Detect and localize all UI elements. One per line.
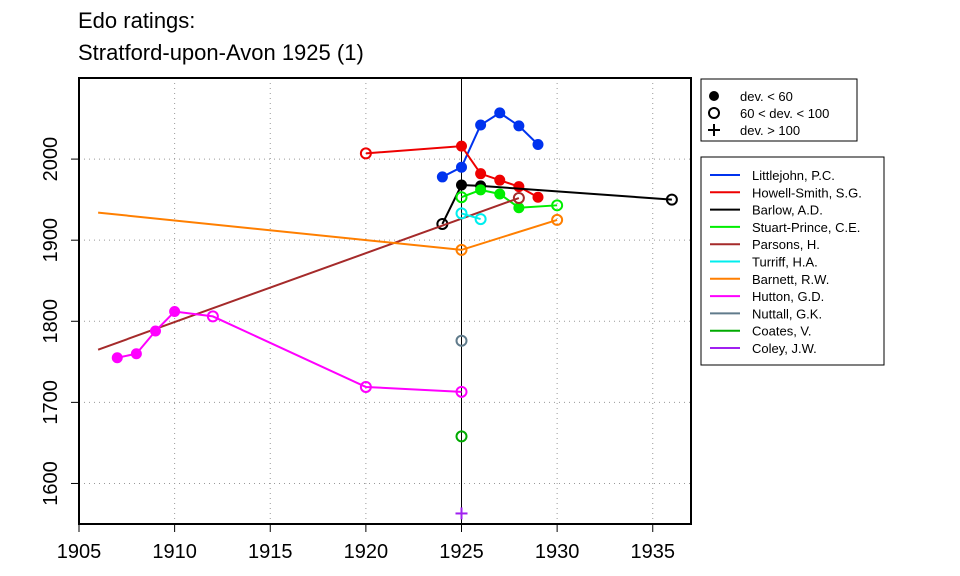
plot-frame: [78, 77, 692, 525]
x-tick-label: 1920: [344, 541, 389, 563]
data-point-open: [455, 207, 468, 220]
y-tick-label: 1600: [40, 461, 62, 506]
deviation-legend: dev. < 60 60 < dev. < 100 dev. > 100: [700, 78, 858, 142]
data-point-filled: [513, 120, 525, 132]
data-point-open: [665, 193, 678, 206]
data-point-open: [206, 310, 219, 323]
x-tick-label: 1915: [248, 541, 293, 563]
legend-marker-filled: [709, 91, 719, 101]
data-point-filled: [494, 174, 506, 186]
data-point-open: [455, 243, 468, 256]
data-point-open: [551, 199, 564, 212]
series-legend-label: Coley, J.W.: [752, 341, 817, 356]
y-tick-label: 1700: [40, 380, 62, 425]
data-point-filled: [456, 161, 467, 173]
data-point-filled: [513, 181, 525, 193]
series-legend-label: Parsons, H.: [752, 237, 820, 252]
data-point-filled: [532, 138, 544, 150]
series-legend-label: Stuart-Prince, C.E.: [752, 220, 860, 235]
series-legend-label: Nuttall, G.K.: [752, 306, 822, 321]
series-legend: Littlejohn, P.C. Howell-Smith, S.G. Barlow…: [700, 156, 885, 366]
series-line-4: [97, 197, 520, 351]
data-point-open: [359, 380, 372, 393]
y-tick-label: 1800: [40, 299, 62, 344]
series-line-6: [98, 211, 558, 251]
x-tick-label: 1930: [535, 541, 580, 563]
data-point-filled: [494, 107, 506, 119]
y-tick-label: 1900: [40, 218, 62, 263]
data-point-filled: [494, 188, 506, 200]
series-legend-label: Coates, V.: [752, 324, 812, 339]
chart-title-line-1: Edo ratings:: [78, 8, 196, 33]
data-point-filled: [130, 348, 142, 360]
data-point-filled: [532, 191, 544, 203]
deviation-legend-box: [700, 78, 858, 142]
series-legend-label: Barlow, A.D.: [752, 203, 823, 218]
data-point-open: [551, 213, 564, 226]
data-point-open: [359, 147, 372, 160]
series-line-2: [441, 184, 672, 225]
data-point-filled: [456, 179, 467, 191]
x-tick-label: 1925: [439, 541, 484, 563]
legend-marker-open: [708, 107, 720, 119]
deviation-legend-label: 60 < dev. < 100: [740, 106, 829, 121]
x-tick-label: 1905: [57, 541, 102, 563]
y-tick-label: 2000: [40, 137, 62, 182]
series-legend-label: Barnett, R.W.: [752, 272, 829, 287]
data-point-filled: [111, 352, 123, 364]
data-point-open: [455, 334, 468, 347]
data-point-open: [474, 213, 487, 226]
data-point-open: [455, 191, 468, 204]
data-point-open: [455, 385, 468, 398]
data-point-filled: [475, 119, 487, 131]
series-legend-label: Howell-Smith, S.G.: [752, 185, 862, 200]
x-tick-label: 1935: [631, 541, 676, 563]
series-legend-label: Littlejohn, P.C.: [752, 168, 835, 183]
data-point-filled: [456, 140, 467, 152]
deviation-legend-label: dev. > 100: [740, 123, 800, 138]
data-point-filled: [150, 325, 161, 337]
chart-title-line-2: Stratford-upon-Avon 1925 (1): [78, 40, 364, 65]
data-point-filled: [475, 184, 487, 196]
series-line-5: [461, 212, 481, 221]
data-point-open: [455, 430, 468, 443]
data-point-open: [512, 192, 525, 205]
data-point-filled: [436, 171, 448, 183]
data-point-filled: [513, 202, 525, 214]
data-point-filled: [169, 306, 181, 318]
series-legend-label: Turriff, H.A.: [752, 255, 818, 270]
x-tick-label: 1910: [152, 541, 197, 563]
deviation-legend-label: dev. < 60: [740, 89, 793, 104]
data-point-filled: [475, 168, 487, 180]
series-legend-label: Hutton, G.D.: [752, 289, 824, 304]
